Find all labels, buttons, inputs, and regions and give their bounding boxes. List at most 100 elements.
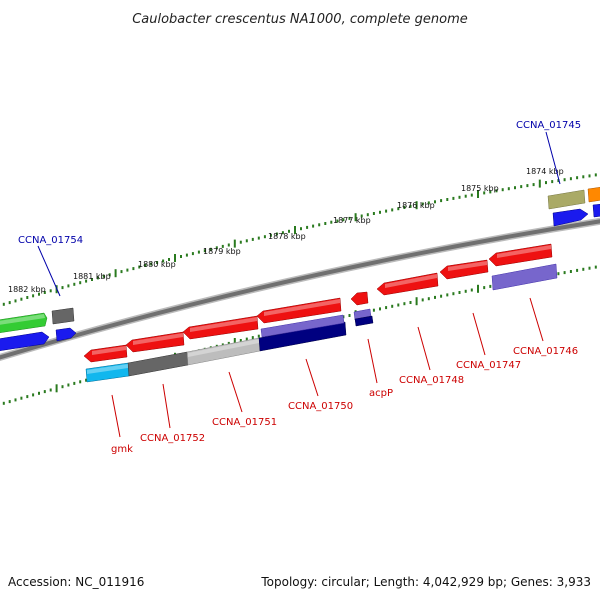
ruler-minor-tick	[582, 175, 585, 179]
backbone	[0, 217, 600, 362]
gene-reverse-ccna01750-arrow[interactable]	[256, 297, 342, 324]
gene-forward-blue-small[interactable]	[55, 327, 77, 342]
inner-ruler-minor-tick	[26, 395, 29, 399]
inner-ruler-minor-tick	[434, 295, 436, 299]
ruler-minor-tick	[203, 249, 206, 253]
label-ccna01747[interactable]: CCNA_01747	[456, 360, 521, 371]
ruler-minor-tick	[215, 246, 218, 250]
label-ccna01752[interactable]: CCNA_01752	[140, 433, 205, 444]
gene-reverse-ccna01747-arrow[interactable]	[439, 259, 489, 280]
ruler-minor-tick	[269, 233, 272, 237]
ruler-minor-tick	[501, 188, 504, 192]
inner-ruler-minor-tick	[85, 378, 88, 382]
ruler-minor-tick	[185, 253, 188, 257]
ruler-minor-tick	[532, 183, 535, 187]
cds-ccna01746-purple[interactable]	[491, 263, 558, 291]
ruler-minor-tick	[8, 301, 11, 305]
gene-forward-blue-left[interactable]	[0, 331, 50, 351]
ruler-minor-tick	[409, 204, 412, 208]
gene-reverse-ccna01746-arrow[interactable]	[488, 243, 553, 267]
inner-ruler-major-tick	[233, 338, 236, 346]
inner-ruler-minor-tick	[594, 265, 597, 269]
inner-ruler-minor-tick	[32, 393, 35, 397]
cds-ccna01750-purple[interactable]	[260, 314, 345, 338]
ruler-minor-tick	[144, 264, 147, 267]
leader-ccna01745	[545, 131, 561, 185]
ruler-minor-tick	[397, 207, 400, 211]
inner-ruler-minor-tick	[8, 400, 11, 404]
inner-ruler-minor-tick	[470, 288, 473, 292]
inner-ruler-minor-tick	[403, 302, 406, 306]
label-ccna01748[interactable]: CCNA_01748	[399, 375, 464, 386]
inner-ruler-minor-tick	[458, 291, 461, 294]
inner-ruler-minor-tick	[14, 398, 17, 402]
ruler-minor-tick	[557, 179, 560, 183]
leader-ccna01754	[37, 245, 61, 297]
inner-ruler-minor-tick	[2, 401, 5, 405]
ruler-minor-tick	[489, 190, 492, 194]
inner-ruler-minor-tick	[227, 341, 230, 345]
ruler-minor-tick	[85, 279, 88, 283]
inner-ruler-minor-tick	[61, 385, 64, 389]
ruler-minor-tick	[336, 219, 339, 223]
ruler-minor-tick	[221, 244, 224, 248]
tick-label-1876: 1876 kbp	[397, 201, 435, 210]
label-ccna01754[interactable]: CCNA_01754	[18, 235, 83, 246]
inner-ruler-minor-tick	[563, 271, 566, 275]
inner-ruler-minor-tick	[49, 388, 52, 392]
inner-ruler-minor-tick	[557, 272, 560, 276]
gene-forward-orange[interactable]	[587, 187, 600, 203]
gene-reverse-ccna01748-arrow[interactable]	[376, 272, 439, 296]
gene-reverse-acpp-arrow[interactable]	[350, 291, 369, 306]
ruler-minor-tick	[464, 194, 467, 198]
ruler-minor-tick	[514, 186, 516, 190]
ruler-minor-tick	[446, 198, 449, 201]
cds-acpp-navy[interactable]	[354, 315, 374, 327]
leader-ccna01752	[162, 383, 171, 429]
inner-ruler-minor-tick	[372, 308, 375, 312]
gene-forward-green[interactable]	[0, 312, 48, 333]
ruler-minor-tick	[520, 185, 523, 189]
label-acpp[interactable]: acpP	[369, 388, 393, 399]
forward-features	[0, 187, 600, 351]
inner-ruler-minor-tick	[67, 383, 70, 387]
ruler-minor-tick	[79, 281, 82, 285]
ruler-minor-tick	[102, 274, 105, 278]
accession-text: Accession: NC_011916	[8, 575, 144, 589]
label-ccna01751[interactable]: CCNA_01751	[212, 417, 277, 428]
leader-ccna01747	[472, 312, 486, 356]
gene-forward-olive-ccna01745[interactable]	[547, 189, 586, 210]
tick-label-1882: 1882 kbp	[8, 285, 46, 294]
gene-forward-blue-edge[interactable]	[592, 203, 600, 218]
ruler-minor-tick	[126, 268, 129, 272]
gene-reverse-gmk-arrow[interactable]	[83, 344, 128, 363]
ruler-minor-tick	[14, 299, 17, 303]
ruler-minor-tick	[563, 178, 566, 182]
inner-ruler-minor-tick	[483, 286, 486, 290]
ruler-minor-tick	[483, 191, 486, 195]
label-ccna01750[interactable]: CCNA_01750	[288, 401, 353, 412]
gene-forward-blue-right[interactable]	[552, 208, 589, 227]
inner-ruler-minor-tick	[588, 266, 591, 270]
ruler-major-tick	[477, 190, 479, 198]
gene-reverse-ccna01752-arrow[interactable]	[125, 331, 185, 353]
label-gmk[interactable]: gmk	[111, 444, 133, 455]
cds-ccna01752-gray[interactable]	[127, 351, 189, 377]
gene-forward-gray-ccna01754[interactable]	[51, 307, 75, 325]
leader-ccna01748	[417, 326, 431, 371]
inner-ruler-minor-tick	[452, 292, 455, 296]
ruler-minor-tick	[91, 278, 93, 281]
tick-label-1879: 1879 kbp	[203, 247, 241, 256]
ruler-major-tick	[174, 254, 176, 262]
ruler-minor-tick	[391, 208, 394, 212]
inner-ruler-minor-tick	[397, 303, 400, 307]
label-ccna01746[interactable]: CCNA_01746	[513, 346, 578, 357]
ruler-tick-labels: 1882 kbp 1881 kbp 1880 kbp 1879 kbp 1878…	[8, 167, 564, 294]
tick-label-1877: 1877 kbp	[333, 216, 371, 225]
inner-ruler-minor-tick	[582, 267, 585, 271]
label-ccna01745[interactable]: CCNA_01745	[516, 120, 581, 131]
gene-reverse-ccna01751-arrow[interactable]	[182, 315, 259, 340]
ruler-minor-tick	[470, 193, 473, 197]
inner-ruler-minor-tick	[251, 336, 254, 340]
